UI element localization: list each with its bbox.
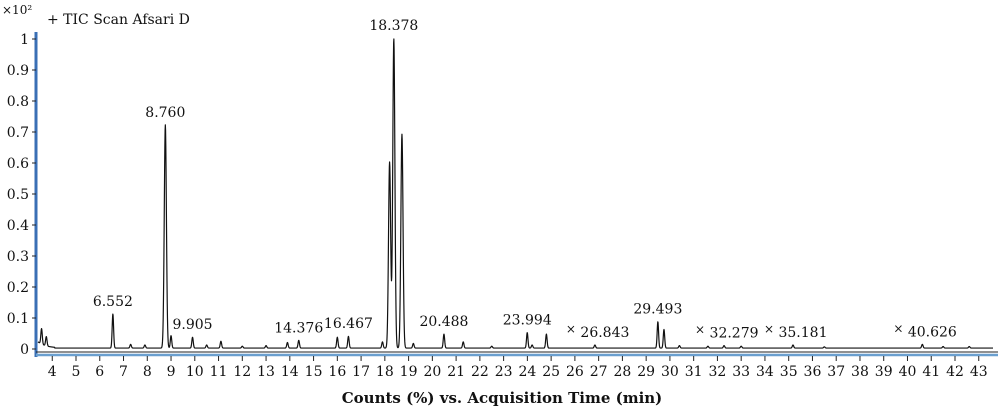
x-tick-label: 27 — [590, 364, 608, 380]
y-tick-label: 1 — [20, 32, 29, 48]
peak-label: 20.488 — [419, 314, 468, 330]
x-tick-label: 41 — [922, 364, 940, 380]
x-tick-label: 38 — [851, 364, 869, 380]
x-tick-label: 23 — [495, 364, 513, 380]
x-tick-label: 21 — [447, 364, 465, 380]
x-tick-label: 34 — [756, 364, 774, 380]
x-tick-label: 9 — [167, 364, 176, 380]
x-tick-label: 15 — [305, 364, 323, 380]
peak-label: 23.994 — [503, 313, 552, 329]
peak-label: 35.181 — [778, 325, 827, 341]
x-tick-label: 35 — [780, 364, 798, 380]
x-tick-label: 28 — [613, 364, 631, 380]
x-tick-label: 31 — [685, 364, 703, 380]
chart-title: + TIC Scan Afsari D — [47, 12, 190, 28]
peak-label: 40.626 — [908, 324, 957, 340]
x-axis: 4 5 6 7 8 9 10 11 12 13 14 15 16 17 18 19 20 21 22 23 24 25 26… — [36, 351, 998, 380]
y-tick-label: 0.4 — [7, 218, 29, 234]
x-tick-label: 43 — [970, 364, 988, 380]
peak-marker: × — [695, 323, 705, 337]
y-axis-multiplier: ×10² — [2, 3, 32, 17]
peak-label: 6.552 — [93, 294, 133, 310]
y-axis: 0 0.1 0.2 0.3 0.4 0.5 0.6 0.7 0.8 0.9 1 — [7, 32, 38, 358]
x-tick-label: 29 — [637, 364, 655, 380]
peak-label: 32.279 — [710, 326, 759, 342]
y-tick-label: 0.7 — [7, 125, 29, 141]
x-tick-label: 26 — [566, 364, 584, 380]
peak-label: 14.376 — [274, 320, 323, 336]
y-tick-label: 0.6 — [7, 156, 29, 172]
y-tick-label: 0.9 — [7, 63, 29, 79]
x-tick-label: 10 — [186, 364, 204, 380]
peak-label: 18.378 — [369, 18, 418, 34]
x-tick-label: 8 — [143, 364, 152, 380]
x-tick-label: 32 — [709, 364, 727, 380]
y-tick-label: 0.8 — [7, 94, 29, 110]
peak-marker: × — [764, 322, 774, 336]
y-tick-label: 0.3 — [7, 249, 29, 265]
y-tick-label: 0.1 — [7, 311, 29, 327]
x-tick-label: 12 — [233, 364, 251, 380]
peak-labels: 6.552 8.760 9.905 14.376 16.467 18.378 20.488 2… — [93, 18, 957, 342]
chromatogram-trace — [37, 38, 994, 349]
peak-label: 16.467 — [324, 316, 373, 332]
peak-label: 8.760 — [145, 105, 185, 121]
peak-label: 26.843 — [580, 325, 629, 341]
peak-marker: × — [566, 322, 576, 336]
y-tick-label: 0.5 — [7, 187, 29, 203]
x-tick-label: 30 — [661, 364, 679, 380]
y-tick-label: 0.2 — [7, 280, 29, 296]
x-tick-label: 39 — [875, 364, 893, 380]
x-tick-label: 5 — [72, 364, 81, 380]
x-tick-label: 6 — [95, 364, 104, 380]
x-tick-label: 18 — [376, 364, 394, 380]
x-tick-label: 42 — [946, 364, 964, 380]
peak-label: 29.493 — [633, 302, 682, 318]
x-tick-label: 19 — [400, 364, 418, 380]
x-tick-label: 17 — [352, 364, 370, 380]
x-tick-label: 7 — [119, 364, 128, 380]
x-tick-label: 14 — [281, 364, 299, 380]
x-tick-label: 11 — [210, 364, 228, 380]
x-tick-label: 4 — [48, 364, 57, 380]
x-tick-label: 37 — [827, 364, 845, 380]
x-axis-label: Counts (%) vs. Acquisition Time (min) — [342, 389, 663, 407]
x-tick-label: 33 — [732, 364, 750, 380]
y-tick-label: 0 — [20, 342, 29, 358]
x-tick-label: 20 — [423, 364, 441, 380]
chromatogram-trace-group — [37, 38, 994, 349]
peak-label: 9.905 — [172, 317, 212, 333]
x-tick-label: 16 — [328, 364, 346, 380]
x-tick-label: 22 — [471, 364, 489, 380]
x-tick-label: 13 — [257, 364, 275, 380]
x-tick-label: 40 — [899, 364, 917, 380]
x-tick-label: 36 — [804, 364, 822, 380]
x-tick-label: 24 — [518, 364, 536, 380]
peak-marker: × — [893, 321, 903, 335]
x-tick-label: 25 — [542, 364, 560, 380]
